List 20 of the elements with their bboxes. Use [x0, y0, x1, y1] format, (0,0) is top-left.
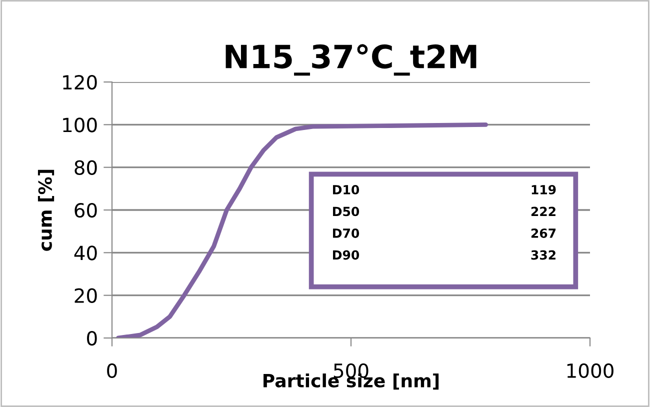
x-tick-label: 0 — [107, 363, 117, 378]
y-tick-label: 80 — [74, 160, 97, 175]
chart-title: N15_37°C_t2M — [226, 44, 476, 76]
annotation: D70 — [333, 228, 360, 238]
annotation: 222 — [531, 206, 556, 216]
annotation: 267 — [531, 228, 556, 238]
y-axis-title: cum [%] — [38, 170, 54, 251]
y-tick-label: 0 — [87, 330, 97, 346]
y-tick-label: 100 — [63, 118, 97, 132]
y-tick-label: 20 — [74, 288, 97, 303]
x-tick-label: 1000 — [567, 363, 614, 378]
annotation: D50 — [333, 206, 360, 216]
line-series — [116, 122, 488, 338]
annotation: D10 — [333, 184, 360, 194]
annotation: 332 — [531, 250, 556, 260]
annotation: D90 — [333, 250, 360, 260]
y-tick-label: 40 — [74, 246, 97, 260]
annotation: 119 — [532, 184, 556, 194]
y-tick-label: 60 — [74, 202, 97, 218]
y-tick-label: 120 — [63, 74, 97, 90]
